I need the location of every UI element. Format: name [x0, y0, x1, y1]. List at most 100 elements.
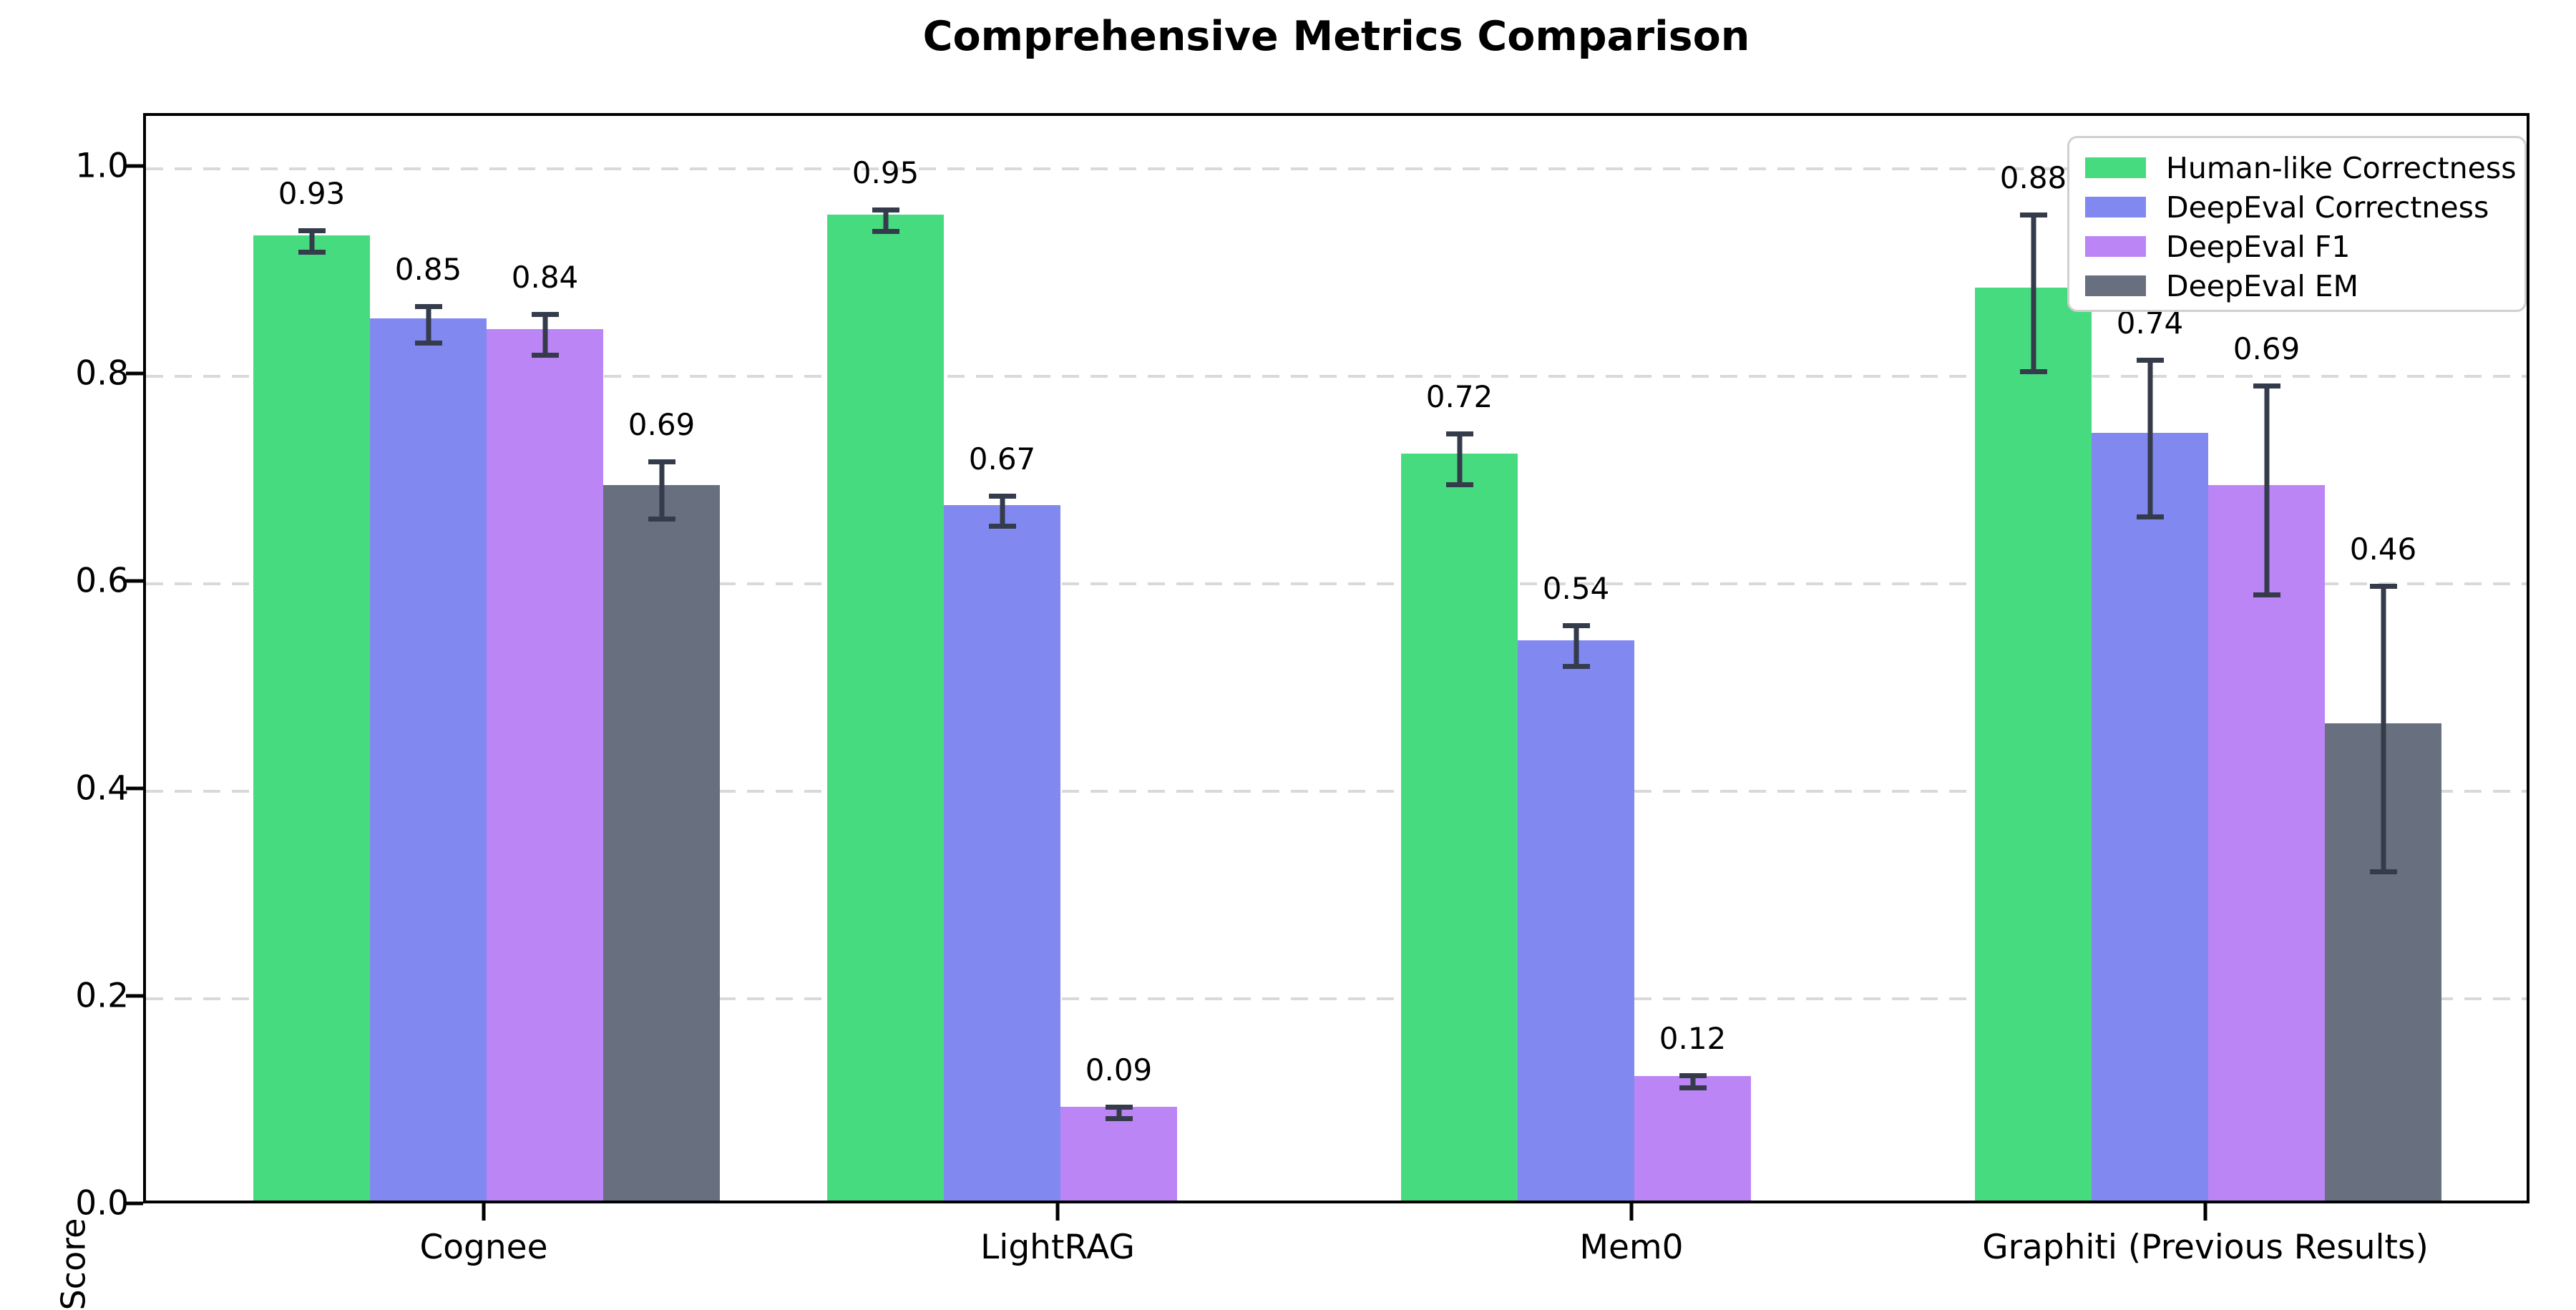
legend-swatch-icon — [2085, 197, 2146, 217]
error-bar — [1679, 1073, 1707, 1090]
error-bar-line — [309, 228, 314, 255]
y-tick-mark — [126, 786, 143, 791]
legend-swatch-icon — [2085, 275, 2146, 296]
error-bar-cap-bottom — [414, 340, 442, 346]
error-bar-line — [2147, 357, 2152, 520]
error-bar-line — [1116, 1104, 1121, 1122]
error-bar — [414, 303, 442, 346]
error-bar — [872, 207, 899, 235]
legend-label: Human-like Correctness — [2166, 150, 2517, 185]
bar-value-label: 0.54 — [1542, 571, 1610, 607]
error-bar-cap-bottom — [1445, 482, 1473, 488]
error-bar-cap-top — [298, 228, 326, 233]
error-bar-line — [1000, 493, 1005, 529]
error-bar-cap-bottom — [1679, 1085, 1707, 1090]
legend-swatch-icon — [2085, 157, 2146, 178]
error-bar — [531, 312, 559, 358]
legend-label: DeepEval F1 — [2166, 229, 2351, 264]
bar-human-like-correctness — [253, 235, 370, 1201]
error-bar-line — [1574, 623, 1579, 669]
y-tick-mark — [126, 579, 143, 583]
bar-value-label: 0.85 — [394, 251, 462, 287]
bar-deepeval-correctness — [2092, 433, 2208, 1201]
error-bar-cap-bottom — [2253, 592, 2280, 597]
error-bar-cap-top — [872, 207, 899, 212]
bar-deepeval-f1 — [1060, 1107, 1177, 1201]
y-tick-mark — [126, 371, 143, 376]
bar-value-label: 0.67 — [968, 441, 1036, 476]
bar-value-label: 0.69 — [2233, 331, 2301, 367]
error-bar — [2136, 357, 2164, 520]
error-bar-cap-bottom — [648, 517, 675, 522]
error-bar-cap-bottom — [298, 250, 326, 255]
error-bar-cap-bottom — [531, 352, 559, 358]
bar-deepeval-correctness — [944, 505, 1060, 1201]
bar-value-label: 0.69 — [628, 407, 696, 442]
error-bar-cap-top — [648, 459, 675, 464]
error-bar-line — [2264, 383, 2269, 597]
error-bar-cap-top — [1105, 1104, 1133, 1110]
y-tick-label: 0.6 — [75, 561, 129, 601]
y-tick-mark — [126, 994, 143, 998]
legend: Human-like Correctness DeepEval Correctne… — [2067, 136, 2527, 312]
y-tick-label: 0.8 — [75, 353, 129, 394]
error-bar — [1562, 623, 1590, 669]
chart-title: Comprehensive Metrics Comparison — [922, 13, 1750, 60]
bar-deepeval-f1 — [487, 329, 603, 1201]
x-tick-mark — [482, 1203, 486, 1221]
error-bar-line — [2031, 212, 2036, 375]
error-bar-line — [542, 312, 547, 358]
error-bar-cap-top — [2253, 383, 2280, 389]
error-bar-line — [883, 207, 888, 235]
x-tick-mark — [2203, 1203, 2207, 1221]
bar-value-label: 0.46 — [2349, 532, 2417, 567]
bar-value-label: 0.93 — [278, 175, 346, 211]
gridline — [146, 997, 2527, 1000]
error-bar — [988, 493, 1016, 529]
y-axis-label-wrap: Score — [6, 587, 92, 1310]
x-tick-label: Mem0 — [1579, 1228, 1684, 1267]
error-bar-cap-top — [1679, 1073, 1707, 1079]
error-bar-cap-top — [414, 303, 442, 309]
error-bar-cap-top — [2136, 357, 2164, 363]
error-bar — [1222, 1202, 1249, 1203]
bar-value-label: 0.09 — [1085, 1052, 1153, 1087]
bar-deepeval-f1 — [1634, 1076, 1751, 1201]
error-bar-cap-bottom — [988, 524, 1016, 529]
bar-deepeval-correctness — [370, 318, 487, 1201]
error-bar-cap-top — [1796, 1202, 1823, 1203]
y-tick-mark — [126, 1201, 143, 1206]
x-tick-mark — [1055, 1203, 1060, 1221]
error-bar — [1796, 1202, 1823, 1203]
bar-value-label: 0.12 — [1659, 1021, 1727, 1057]
error-bar-cap-top — [988, 493, 1016, 499]
error-bar-cap-bottom — [1105, 1116, 1133, 1122]
legend-entry: DeepEval EM — [2085, 266, 2524, 305]
legend-label: DeepEval EM — [2166, 268, 2359, 303]
error-bar — [1105, 1104, 1133, 1122]
error-bar-line — [2381, 584, 2386, 874]
error-bar-cap-bottom — [872, 229, 899, 235]
legend-entry: DeepEval Correctness — [2085, 187, 2524, 227]
bar-human-like-correctness — [827, 215, 944, 1201]
error-bar-line — [1807, 1202, 1812, 1203]
y-tick-label: 0.0 — [75, 1183, 129, 1223]
error-bar-line — [1690, 1073, 1695, 1090]
error-bar-cap-top — [531, 312, 559, 318]
error-bar — [2369, 584, 2397, 874]
bar-deepeval-f1 — [2208, 485, 2325, 1201]
error-bar-cap-top — [1562, 623, 1590, 629]
gridline — [146, 582, 2527, 585]
bar-value-label: 0.95 — [852, 155, 919, 190]
error-bar — [1445, 431, 1473, 488]
error-bar-line — [1233, 1202, 1238, 1203]
y-tick-mark — [126, 164, 143, 168]
x-tick-label: LightRAG — [980, 1228, 1135, 1267]
error-bar-cap-bottom — [2136, 514, 2164, 520]
y-axis-label: Score — [54, 1218, 93, 1310]
legend-label: DeepEval Correctness — [2166, 190, 2489, 225]
gridline — [146, 375, 2527, 378]
error-bar-cap-top — [1222, 1202, 1249, 1203]
bar-human-like-correctness — [1975, 288, 2092, 1201]
error-bar — [2019, 212, 2047, 375]
